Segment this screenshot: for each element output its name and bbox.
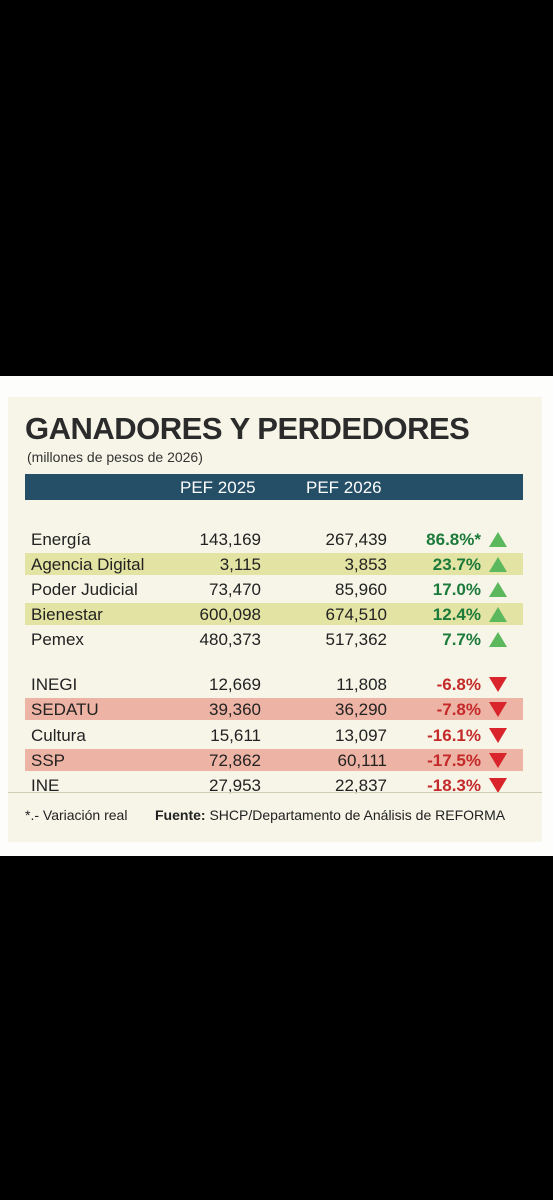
pef-2025-value: 27,953 [209,776,261,795]
pef-2025-value: 15,611 [210,726,261,745]
change-percent: 86.8%* [426,530,481,549]
table-row: SSP 72,862 60,111 -17.5% [25,749,523,771]
pef-2026-value: 3,853 [344,555,387,574]
column-header-pef-2026: PEF 2026 [306,478,382,497]
arrow-up-icon [489,582,507,597]
row-label: Energía [31,530,91,549]
table-row: Cultura 15,611 13,097 -16.1% [25,724,523,746]
pef-2025-value: 480,373 [199,630,261,649]
pef-2025-value: 73,470 [209,580,261,599]
table-row: Agencia Digital 3,115 3,853 23.7% [25,553,523,575]
column-header-pef-2025: PEF 2025 [180,478,256,497]
footnote: *.- Variación real [25,807,128,823]
pef-2025-value: 3,115 [219,555,261,574]
arrow-down-icon [489,702,507,717]
arrow-up-icon [489,632,507,647]
row-label: Agencia Digital [31,555,145,574]
pef-2026-value: 22,837 [335,776,387,795]
row-label: Poder Judicial [31,580,138,599]
table-row: Bienestar 600,098 674,510 12.4% [25,603,523,625]
change-percent: -16.1% [427,726,481,745]
arrow-down-icon [489,778,507,793]
table-row: INE 27,953 22,837 -18.3% [25,774,523,796]
pef-2026-value: 85,960 [335,580,387,599]
infographic-card: GANADORES Y PERDEDORES (millones de peso… [8,397,542,842]
chart-title: GANADORES Y PERDEDORES [25,411,470,446]
pef-2025-value: 39,360 [209,700,261,719]
pef-2026-value: 11,808 [336,675,387,694]
article-image-area: GANADORES Y PERDEDORES (millones de peso… [0,376,553,856]
arrow-down-icon [489,753,507,768]
change-percent: -6.8% [436,675,481,694]
table-header: PEF 2025 PEF 2026 [25,474,523,500]
pef-2025-value: 12,669 [209,675,261,694]
pef-2025-value: 600,098 [199,605,261,624]
table-row: INEGI 12,669 11,808 -6.8% [25,673,523,695]
source-text: SHCP/Departamento de Análisis de REFORMA [205,807,506,823]
source-credit: Fuente: SHCP/Departamento de Análisis de… [155,807,505,823]
table-row: Energía 143,169 267,439 86.8%* [25,528,523,550]
row-label: Bienestar [31,605,103,624]
pef-2026-value: 13,097 [335,726,387,745]
change-percent: 7.7% [442,630,481,649]
arrow-down-icon [489,677,507,692]
arrow-up-icon [489,557,507,572]
change-percent: 17.0% [432,580,481,599]
pef-2025-value: 72,862 [209,751,261,770]
table-row: Pemex 480,373 517,362 7.7% [25,628,523,650]
arrow-up-icon [489,532,507,547]
pef-2026-value: 517,362 [325,630,387,649]
pef-2025-value: 143,169 [199,530,261,549]
row-label: Cultura [31,726,86,745]
arrow-down-icon [489,728,507,743]
change-percent: 23.7% [432,555,481,574]
pef-2026-value: 36,290 [335,700,387,719]
pef-2026-value: 267,439 [325,530,387,549]
footer-divider [8,792,542,793]
arrow-up-icon [489,607,507,622]
pef-2026-value: 60,111 [337,751,387,770]
source-label: Fuente: [155,807,206,823]
row-label: SEDATU [31,700,99,719]
change-percent: -17.5% [427,751,481,770]
row-label: INE [31,776,60,795]
row-label: Pemex [31,630,84,649]
row-label: SSP [31,751,66,770]
row-label: INEGI [31,675,78,694]
table-row: SEDATU 39,360 36,290 -7.8% [25,698,523,720]
change-percent: 12.4% [432,605,481,624]
pef-2026-value: 674,510 [325,605,387,624]
table-row: Poder Judicial 73,470 85,960 17.0% [25,578,523,600]
change-percent: -18.3% [427,776,481,795]
change-percent: -7.8% [436,700,481,719]
chart-subtitle: (millones de pesos de 2026) [27,449,203,465]
